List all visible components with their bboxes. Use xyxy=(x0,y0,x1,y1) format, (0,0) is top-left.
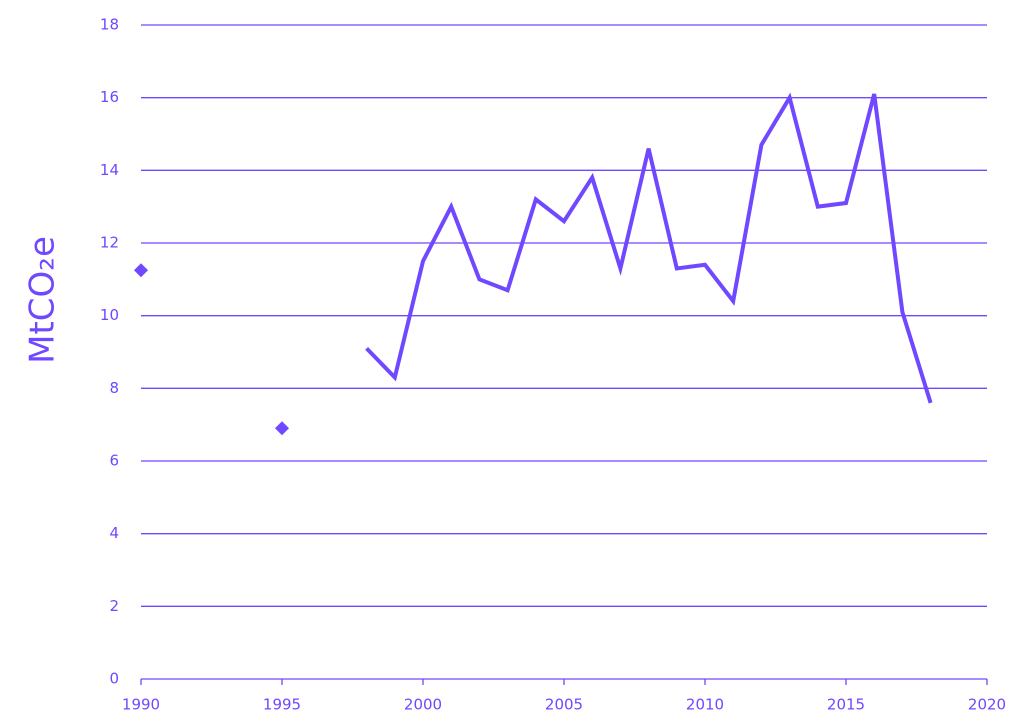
y-tick-label: 12 xyxy=(100,234,119,252)
x-tick-label: 2010 xyxy=(686,696,724,714)
x-tick-label: 2015 xyxy=(827,696,865,714)
y-tick-label: 16 xyxy=(100,88,119,106)
x-tick-label: 1995 xyxy=(263,696,301,714)
y-tick-label: 10 xyxy=(100,306,119,324)
y-tick-label: 6 xyxy=(109,452,119,470)
point-marker xyxy=(275,421,289,436)
x-tick-label: 2000 xyxy=(404,696,442,714)
y-axis-label: MtCO₂e xyxy=(23,236,63,364)
x-tick-label: 2005 xyxy=(545,696,583,714)
y-tick-label: 14 xyxy=(100,161,119,179)
x-tick-label: 1990 xyxy=(122,696,160,714)
y-tick-label: 8 xyxy=(109,379,119,397)
y-tick-label: 4 xyxy=(109,524,119,542)
point-marker xyxy=(134,263,148,278)
y-tick-label: 2 xyxy=(109,597,119,615)
y-tick-label: 18 xyxy=(100,16,119,34)
x-tick-label: 2020 xyxy=(968,696,1006,714)
y-tick-label: 0 xyxy=(109,670,119,688)
data-line xyxy=(365,92,933,404)
